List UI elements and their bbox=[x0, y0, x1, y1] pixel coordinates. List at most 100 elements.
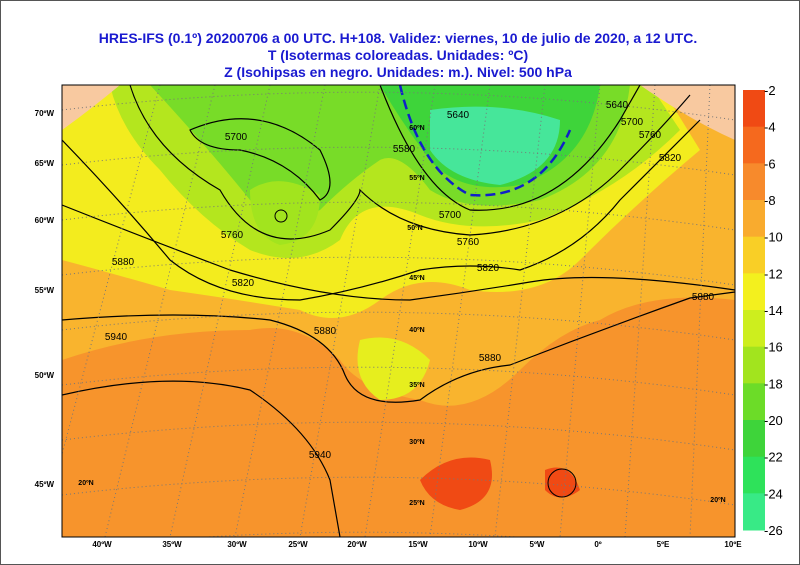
graticule-line bbox=[62, 366, 735, 396]
graticule-line bbox=[364, 85, 436, 537]
lat-label: 70ºW bbox=[35, 109, 55, 118]
contour-label: 5580 bbox=[393, 144, 416, 155]
colorbar-label: -12 bbox=[764, 266, 783, 281]
colorbar-band bbox=[743, 236, 765, 274]
lon-label: 40ºW bbox=[92, 540, 112, 549]
isotherm bbox=[398, 85, 572, 197]
contour-label: 5760 bbox=[639, 130, 662, 141]
contour-label: 5940 bbox=[105, 332, 128, 343]
colorbar-band bbox=[743, 273, 765, 311]
contour-label: 5820 bbox=[477, 263, 500, 274]
graticule bbox=[62, 85, 735, 537]
map-border bbox=[61, 84, 736, 538]
lon-label: 0º bbox=[594, 540, 601, 549]
colorbar-label: -24 bbox=[764, 486, 783, 501]
contour-label: 5700 bbox=[621, 117, 644, 128]
title-line: T (Isotermas coloreadas. Unidades: ºC) bbox=[268, 47, 528, 63]
colorbar-band bbox=[743, 310, 765, 348]
height-contour bbox=[274, 209, 288, 223]
contour-label: 5640 bbox=[606, 100, 629, 111]
graticule-line bbox=[62, 201, 735, 231]
graticule-line bbox=[62, 146, 735, 176]
grid-label: 40ºN bbox=[409, 327, 424, 334]
grid-label: 35ºN bbox=[409, 382, 424, 389]
colorbar-band bbox=[743, 90, 765, 128]
graticule-line bbox=[104, 85, 216, 537]
lon-label: 5ºE bbox=[657, 540, 670, 549]
lat-label: 50ºW bbox=[35, 371, 55, 380]
graticule-line bbox=[234, 85, 326, 537]
grid-label: 30ºN bbox=[409, 439, 424, 446]
contour-label: 5640 bbox=[447, 110, 470, 121]
colorbar-label: -20 bbox=[764, 413, 783, 428]
graticule-line bbox=[62, 91, 735, 121]
title-line: HRES-IFS (0.1º) 20200706 a 00 UTC. H+108… bbox=[99, 30, 697, 46]
contour-label: 5880 bbox=[314, 326, 337, 337]
colorbar-label: -10 bbox=[764, 230, 783, 245]
colorbar-band bbox=[743, 346, 765, 384]
graticule-line bbox=[62, 476, 735, 506]
colorbar-band bbox=[743, 200, 765, 238]
contour-label: 5700 bbox=[225, 132, 248, 143]
grid-label: 45ºN bbox=[409, 275, 424, 282]
grid-label: 20ºN bbox=[78, 480, 93, 487]
grid-label: 60ºN bbox=[409, 125, 424, 132]
contour-label: 5880 bbox=[692, 292, 715, 303]
lat-label: 55ºW bbox=[35, 286, 55, 295]
lon-label: 30ºW bbox=[227, 540, 247, 549]
lon-label: 20ºW bbox=[347, 540, 367, 549]
height-contour bbox=[379, 85, 641, 211]
height-contour bbox=[62, 380, 341, 537]
lat-label: 60ºW bbox=[35, 216, 55, 225]
colorbar-band bbox=[743, 383, 765, 421]
title-line: Z (Isohipsas en negro. Unidades: m.). Ni… bbox=[224, 64, 572, 80]
graticule-line bbox=[299, 85, 381, 537]
colorbar-band bbox=[743, 126, 765, 164]
height-contour bbox=[62, 204, 735, 301]
lon-label: 25ºW bbox=[288, 540, 308, 549]
height-contour bbox=[129, 85, 691, 240]
colorbar-band bbox=[743, 420, 765, 458]
temperature-field bbox=[62, 85, 120, 130]
contour-label: 5700 bbox=[439, 210, 462, 221]
colorbar-label: -18 bbox=[764, 376, 783, 391]
colorbar-label: -2 bbox=[764, 83, 776, 98]
contour-label: 5940 bbox=[309, 450, 332, 461]
lon-label: 10ºW bbox=[468, 540, 488, 549]
grid-label: 55ºN bbox=[409, 175, 424, 182]
temperature-field bbox=[250, 181, 320, 245]
labels: 40ºW 35ºW 30ºW 25ºW 20ºW 15ºW 10ºW 5ºW 0º 5ºE 10ºE… bbox=[35, 83, 783, 549]
lon-label: 15ºW bbox=[408, 540, 428, 549]
colorbar-label: -14 bbox=[764, 303, 783, 318]
contour-label: 5760 bbox=[457, 237, 480, 248]
graticule-line bbox=[62, 421, 735, 451]
graticule-line bbox=[62, 256, 735, 286]
temperature-field bbox=[640, 85, 735, 140]
contour-label: 5820 bbox=[659, 153, 682, 164]
colorbar-band bbox=[743, 493, 765, 531]
lon-label: 5ºW bbox=[530, 540, 545, 549]
colorbar-label: -22 bbox=[764, 450, 783, 465]
colorbar-label: -8 bbox=[764, 193, 776, 208]
lon-label: 35ºW bbox=[162, 540, 182, 549]
colorbar-label: -6 bbox=[764, 156, 776, 171]
map bbox=[62, 85, 735, 537]
colorbar-label: -16 bbox=[764, 340, 783, 355]
height-contour bbox=[547, 468, 577, 498]
contour-label: 5820 bbox=[232, 278, 255, 289]
lat-label: 65ºW bbox=[35, 159, 55, 168]
height-contour bbox=[62, 119, 701, 301]
colorbar-label: -4 bbox=[764, 120, 776, 135]
contour-label: 5760 bbox=[221, 230, 244, 241]
grid-label: 50ºN bbox=[407, 225, 422, 232]
contour-label: 5880 bbox=[112, 257, 135, 268]
contour-label: 5880 bbox=[479, 353, 502, 364]
temperature-field bbox=[420, 457, 580, 510]
temperature-field bbox=[357, 337, 430, 400]
colorbar-band bbox=[743, 456, 765, 494]
grid-label: 25ºN bbox=[409, 500, 424, 507]
lon-label: 10ºE bbox=[724, 540, 742, 549]
temperature-field bbox=[430, 106, 560, 185]
grid-label: 20ºN bbox=[710, 497, 725, 504]
